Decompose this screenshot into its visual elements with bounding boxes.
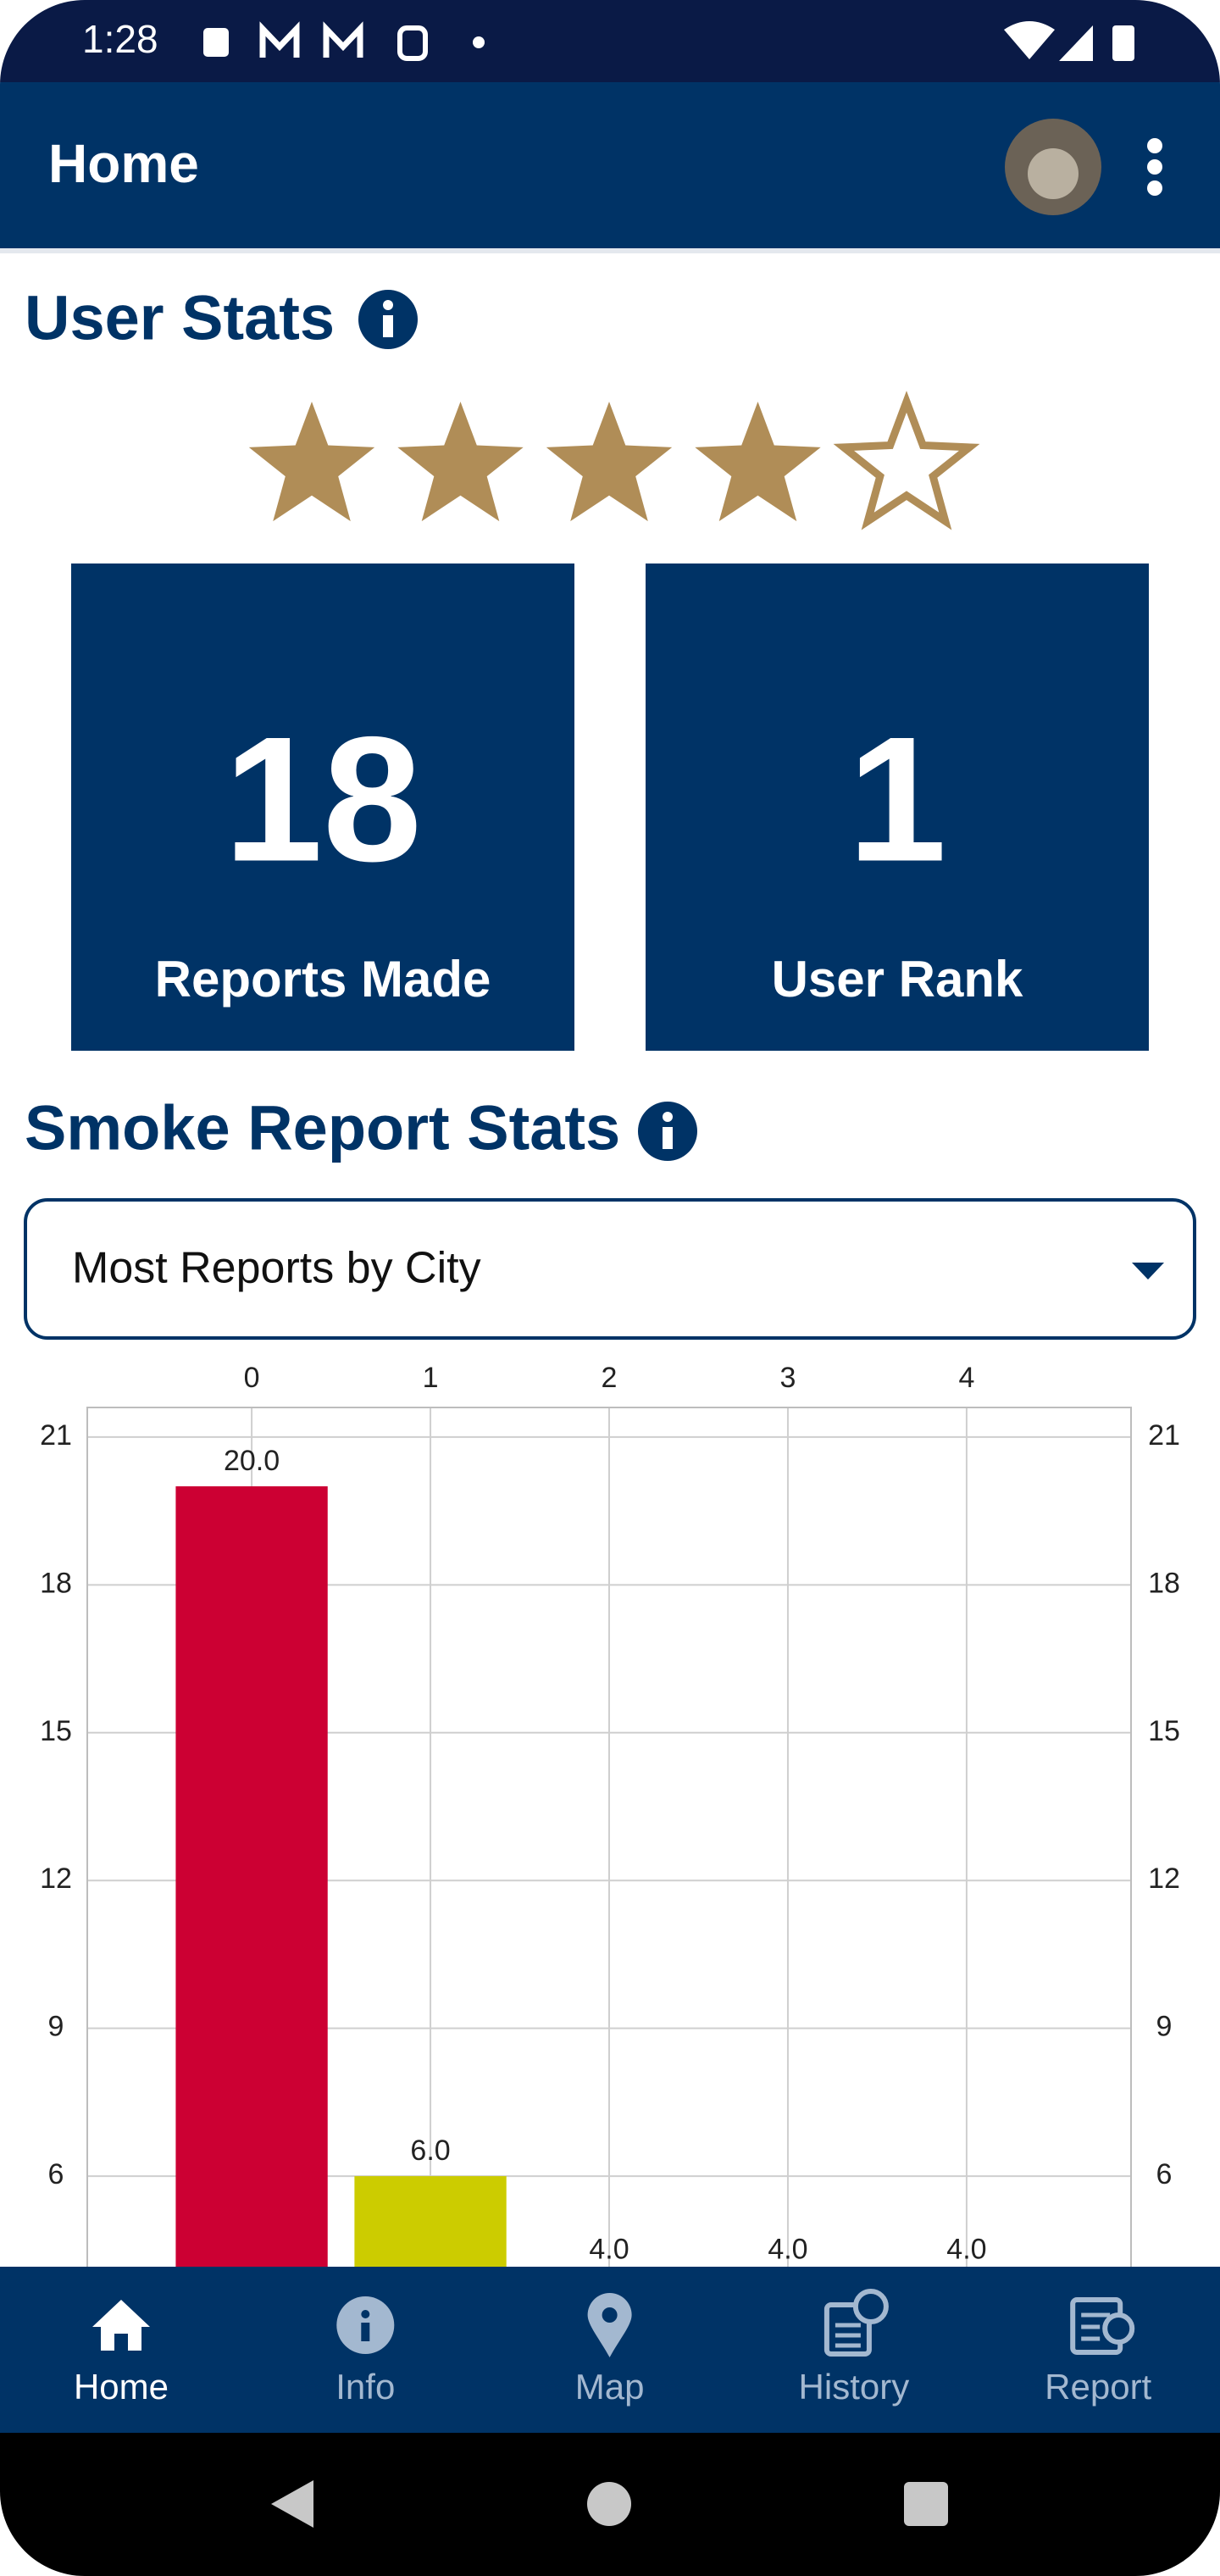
- menu-dot: [1147, 180, 1162, 196]
- icon-shape: [361, 2323, 370, 2341]
- nav-label: Report: [1045, 2367, 1151, 2407]
- y-tick-label: 12: [40, 1863, 72, 1895]
- info-bar: [663, 1127, 673, 1149]
- notification-dot: [473, 36, 485, 48]
- y2-tick-label: 9: [1156, 2011, 1173, 2043]
- x-tick-label: 1: [423, 1362, 439, 1394]
- nav-icon: [1070, 2297, 1135, 2355]
- nav-icon: [587, 2293, 632, 2357]
- nav-icon: [824, 2289, 889, 2357]
- nav-label: Map: [575, 2367, 645, 2407]
- star-filled: [248, 402, 375, 522]
- y-tick-label: 6: [48, 2158, 64, 2190]
- stat-value: 18: [224, 699, 422, 898]
- notification-icon: [397, 25, 428, 61]
- star-empty: [833, 391, 980, 530]
- notification-icon: [259, 21, 300, 58]
- value-label: 4.0: [946, 2233, 986, 2265]
- icon-shape: [602, 2307, 618, 2323]
- icon-shape: [835, 2323, 861, 2348]
- nav-icon: [92, 2300, 150, 2351]
- info-button[interactable]: [638, 1102, 697, 1161]
- icon-shape: [852, 2289, 889, 2324]
- stat-label: User Rank: [772, 951, 1023, 1008]
- stat-card: [71, 564, 574, 1051]
- notification-icon: [323, 21, 363, 58]
- info-dot: [663, 1112, 673, 1122]
- y2-tick-label: 15: [1148, 1715, 1180, 1747]
- y2-tick-label: 12: [1148, 1863, 1180, 1895]
- x-tick-label: 2: [602, 1362, 618, 1394]
- nav-items: Home Info Map History Report: [74, 2289, 1152, 2407]
- y2-tick-label: 21: [1148, 1419, 1180, 1452]
- rating-stars: [248, 391, 980, 530]
- y2-tick-label: 18: [1148, 1567, 1180, 1599]
- y-tick-label: 15: [40, 1715, 72, 1747]
- y2-tick-label: 6: [1156, 2158, 1173, 2190]
- value-label: 4.0: [768, 2233, 807, 2265]
- nav-label: Info: [336, 2367, 395, 2407]
- dropdown-arrow: [1132, 1263, 1164, 1280]
- value-label: 6.0: [410, 2135, 450, 2167]
- star-filled: [695, 402, 821, 522]
- menu-dot: [1147, 138, 1162, 153]
- x-tick-label: 4: [958, 1362, 974, 1394]
- section-title: Smoke Report Stats: [25, 1093, 620, 1163]
- y-tick-label: 9: [48, 2011, 64, 2043]
- menu-dot: [1147, 159, 1162, 175]
- nav-label: History: [799, 2367, 910, 2407]
- app-bar-title: Home: [48, 133, 199, 194]
- overflow-menu[interactable]: [1147, 138, 1162, 196]
- signal-icon: [1059, 25, 1093, 61]
- app-bar-shadow: [0, 248, 1220, 253]
- nav-label: Home: [74, 2367, 169, 2407]
- section-title: User Stats: [25, 283, 335, 353]
- star-filled: [397, 402, 524, 522]
- y-tick-label: 21: [40, 1419, 72, 1452]
- back-button[interactable]: [271, 2480, 313, 2528]
- star-filled: [546, 402, 673, 522]
- icon-shape: [1102, 2312, 1135, 2345]
- stat-card: [646, 564, 1149, 1051]
- icon-shape: [824, 2302, 872, 2357]
- nav-item[interactable]: Report: [1045, 2297, 1152, 2407]
- icon-shape: [587, 2293, 632, 2357]
- recents-button[interactable]: [904, 2482, 948, 2526]
- dropdown-value: Most Reports by City: [72, 1244, 481, 1293]
- home-button[interactable]: [587, 2482, 631, 2526]
- stat-value: 1: [848, 699, 947, 898]
- value-label: 20.0: [224, 1445, 280, 1477]
- dropdown-box: [24, 1198, 1196, 1340]
- nav-item[interactable]: Map: [575, 2293, 645, 2407]
- icon-shape: [361, 2310, 370, 2318]
- nav-item[interactable]: Home: [74, 2300, 169, 2407]
- value-label: 4.0: [589, 2233, 629, 2265]
- wifi-icon: [1004, 21, 1055, 59]
- icon-shape: [1081, 2312, 1111, 2341]
- info-bar: [383, 315, 393, 337]
- nav-item[interactable]: Info: [336, 2296, 395, 2407]
- battery-icon: [1112, 25, 1134, 61]
- nav-item[interactable]: History: [799, 2289, 910, 2407]
- avatar-face: [1028, 148, 1079, 199]
- icon-shape: [92, 2300, 150, 2351]
- status-icons: [203, 21, 1134, 61]
- stat-label: Reports Made: [155, 951, 491, 1008]
- status-time: 1:28: [82, 17, 158, 61]
- notification-icon: [203, 28, 229, 57]
- y-tick-label: 18: [40, 1567, 72, 1599]
- dropdown[interactable]: Most Reports by City: [24, 1198, 1196, 1340]
- info-button[interactable]: [358, 290, 418, 349]
- info-dot: [383, 300, 393, 310]
- x-tick-label: 3: [779, 1362, 796, 1394]
- nav-icon: [336, 2296, 395, 2354]
- x-tick-label: 0: [244, 1362, 260, 1394]
